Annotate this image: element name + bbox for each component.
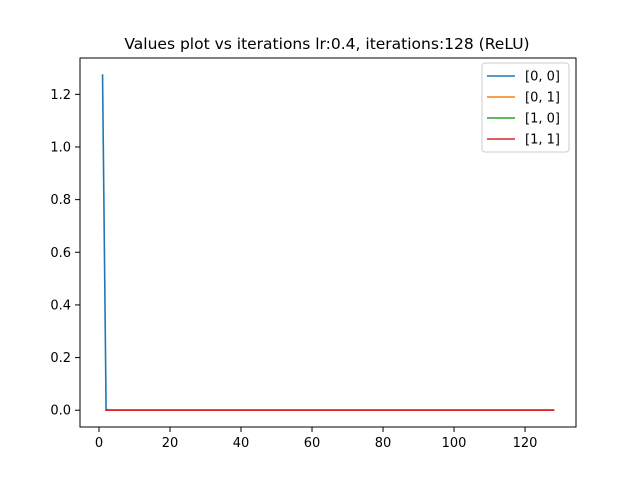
- legend-label: [0, 1]: [525, 91, 560, 106]
- legend: [0, 0] [0, 1] [1, 0] [1, 1]: [481, 62, 570, 153]
- x-tick-label: 20: [162, 436, 179, 451]
- y-tick-label: 0.8: [50, 193, 71, 208]
- x-tick-label: 60: [304, 436, 321, 451]
- y-tick-label: 1.2: [50, 88, 71, 103]
- y-tick-label: 0.2: [50, 351, 71, 366]
- y-tick-label: 0.4: [50, 298, 71, 313]
- x-tick-label: 100: [442, 436, 467, 451]
- plot-frame: [79, 57, 577, 428]
- legend-label: [1, 0]: [525, 112, 560, 127]
- x-tick-label: 80: [375, 436, 392, 451]
- x-tick-label: 120: [513, 436, 538, 451]
- x-tick-label: 40: [233, 436, 250, 451]
- chart-title: Values plot vs iterations lr:0.4, iterat…: [124, 35, 529, 53]
- y-tick-label: 0.6: [50, 246, 71, 261]
- legend-label: [1, 1]: [525, 133, 560, 148]
- x-axis: 0 20 40 60 80 100 120: [95, 427, 538, 451]
- y-tick-label: 0.0: [50, 404, 71, 419]
- legend-label: [0, 0]: [525, 70, 560, 85]
- y-axis: 0.0 0.2 0.4 0.6 0.8 1.0 1.2: [50, 88, 80, 419]
- x-tick-label: 0: [95, 436, 103, 451]
- series-layer: [101, 74, 555, 412]
- legend-box: [481, 62, 570, 153]
- y-tick-label: 1.0: [50, 140, 71, 155]
